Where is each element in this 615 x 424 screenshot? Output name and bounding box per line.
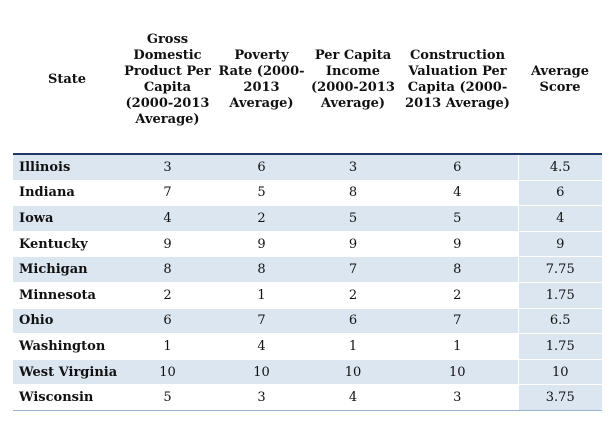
table-row: Washington 1 4 1 1 1.75 xyxy=(13,333,602,360)
table-row: Kentucky 9 9 9 9 9 xyxy=(13,231,602,258)
poverty-cell: 5 xyxy=(214,180,309,207)
income-cell: 4 xyxy=(309,384,397,411)
income-cell: 3 xyxy=(309,154,397,181)
header-row: State Gross Domestic Product Per Capita … xyxy=(13,6,602,155)
header-construction-valuation: Construction Valuation Per Capita (2000-… xyxy=(397,6,518,155)
construction-cell: 2 xyxy=(397,282,518,309)
rankings-table-container: State Gross Domestic Product Per Capita … xyxy=(13,6,602,411)
poverty-cell: 6 xyxy=(214,154,309,181)
gdp-cell: 7 xyxy=(121,180,214,207)
state-cell: Washington xyxy=(13,333,121,360)
construction-cell: 5 xyxy=(397,205,518,232)
income-cell: 10 xyxy=(309,359,397,386)
income-cell: 6 xyxy=(309,308,397,335)
gdp-cell: 3 xyxy=(121,154,214,181)
poverty-cell: 3 xyxy=(214,384,309,411)
construction-cell: 9 xyxy=(397,231,518,258)
table-row: West Virginia 10 10 10 10 10 xyxy=(13,359,602,386)
table-row: Illinois 3 6 3 6 4.5 xyxy=(13,154,602,181)
poverty-cell: 10 xyxy=(214,359,309,386)
income-cell: 2 xyxy=(309,282,397,309)
gdp-cell: 8 xyxy=(121,256,214,283)
gdp-cell: 6 xyxy=(121,308,214,335)
average-cell: 4.5 xyxy=(517,154,602,181)
construction-cell: 3 xyxy=(397,384,518,411)
income-cell: 9 xyxy=(309,231,397,258)
income-cell: 7 xyxy=(309,256,397,283)
poverty-cell: 8 xyxy=(214,256,309,283)
header-gdp-per-capita: Gross Domestic Product Per Capita (2000-… xyxy=(121,6,214,155)
construction-cell: 1 xyxy=(397,333,518,360)
table-row: Indiana 7 5 8 4 6 xyxy=(13,180,602,207)
state-cell: Minnesota xyxy=(13,282,121,309)
poverty-cell: 9 xyxy=(214,231,309,258)
poverty-cell: 7 xyxy=(214,308,309,335)
income-cell: 1 xyxy=(309,333,397,360)
construction-cell: 10 xyxy=(397,359,518,386)
poverty-cell: 2 xyxy=(214,205,309,232)
state-cell: Iowa xyxy=(13,205,121,232)
state-cell: Illinois xyxy=(13,154,121,181)
gdp-cell: 10 xyxy=(121,359,214,386)
state-cell: Wisconsin xyxy=(13,384,121,411)
table-row: Minnesota 2 1 2 2 1.75 xyxy=(13,282,602,309)
state-cell: Indiana xyxy=(13,180,121,207)
table-row: Michigan 8 8 7 8 7.75 xyxy=(13,256,602,283)
construction-cell: 6 xyxy=(397,154,518,181)
table-row: Wisconsin 5 3 4 3 3.75 xyxy=(13,384,602,411)
average-cell: 1.75 xyxy=(517,282,602,309)
poverty-cell: 1 xyxy=(214,282,309,309)
construction-cell: 8 xyxy=(397,256,518,283)
construction-cell: 7 xyxy=(397,308,518,335)
table-row: Ohio 6 7 6 7 6.5 xyxy=(13,308,602,335)
average-cell: 6 xyxy=(517,180,602,207)
state-cell: Michigan xyxy=(13,256,121,283)
average-cell: 4 xyxy=(517,205,602,232)
gdp-cell: 4 xyxy=(121,205,214,232)
header-per-capita-income: Per Capita Income (2000-2013 Average) xyxy=(309,6,397,155)
average-cell: 3.75 xyxy=(517,384,602,411)
gdp-cell: 2 xyxy=(121,282,214,309)
header-poverty-rate: Poverty Rate (2000-2013 Average) xyxy=(214,6,309,155)
gdp-cell: 9 xyxy=(121,231,214,258)
average-cell: 9 xyxy=(517,231,602,258)
header-average-score: Average Score xyxy=(518,6,602,155)
income-cell: 5 xyxy=(309,205,397,232)
state-cell: West Virginia xyxy=(13,359,121,386)
average-cell: 10 xyxy=(517,359,602,386)
header-state: State xyxy=(13,6,121,155)
average-cell: 1.75 xyxy=(517,333,602,360)
state-cell: Ohio xyxy=(13,308,121,335)
average-cell: 6.5 xyxy=(517,308,602,335)
table-body: Illinois 3 6 3 6 4.5 Indiana 7 5 8 4 6 I… xyxy=(13,154,602,411)
gdp-cell: 1 xyxy=(121,333,214,360)
table-row: Iowa 4 2 5 5 4 xyxy=(13,205,602,232)
state-rankings-table: State Gross Domestic Product Per Capita … xyxy=(13,6,602,411)
gdp-cell: 5 xyxy=(121,384,214,411)
state-cell: Kentucky xyxy=(13,231,121,258)
income-cell: 8 xyxy=(309,180,397,207)
construction-cell: 4 xyxy=(397,180,518,207)
poverty-cell: 4 xyxy=(214,333,309,360)
average-cell: 7.75 xyxy=(517,256,602,283)
